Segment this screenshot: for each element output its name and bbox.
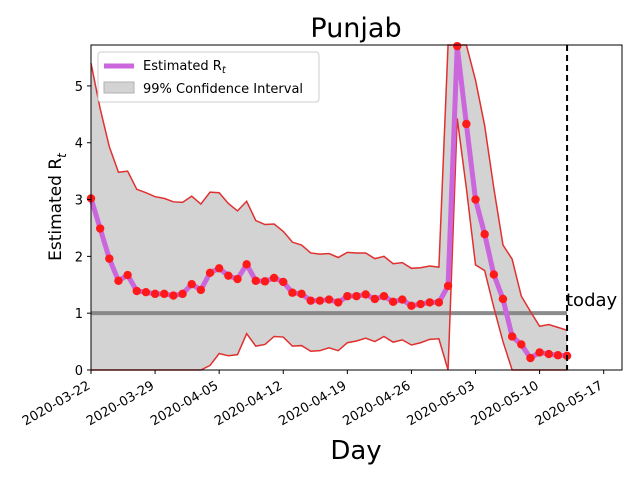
rt-point — [352, 291, 361, 301]
rt-point — [498, 294, 508, 304]
rt-point — [251, 276, 260, 285]
y-tick-label: 3 — [75, 194, 83, 209]
rt-point — [416, 299, 425, 309]
rt-point — [407, 301, 416, 310]
rt-point — [169, 291, 178, 300]
rt-point — [114, 276, 123, 285]
rt-point — [224, 271, 233, 280]
rt-point — [214, 264, 224, 273]
y-axis-label: Estimated Rt — [46, 152, 69, 261]
legend: Estimated Rt 99% Confidence Interval — [97, 51, 320, 103]
rt-point — [279, 277, 288, 287]
rt-point — [471, 195, 480, 204]
rt-point — [95, 224, 105, 233]
x-tick-label: 2020-05-03 — [405, 378, 478, 429]
legend-ci-label: 99% Confidence Interval — [143, 82, 303, 97]
rt-point — [269, 273, 279, 283]
rt-point — [105, 254, 114, 263]
rt-point — [480, 230, 489, 239]
x-tick-label: 2020-03-29 — [84, 378, 157, 429]
plot-frame — [90, 44, 623, 371]
rt-point — [535, 348, 544, 357]
rt-point — [196, 285, 206, 295]
rt-point — [379, 291, 389, 301]
y-axis-label-main: Estimated R — [46, 158, 66, 261]
rt-point — [187, 280, 196, 289]
y-tick-label: 5 — [75, 80, 83, 95]
legend-ci-swatch — [103, 81, 135, 94]
y-tick-label: 1 — [75, 307, 83, 322]
rt-point — [343, 291, 352, 301]
rt-point — [398, 295, 407, 304]
rt-point — [517, 340, 526, 349]
rt-point — [160, 289, 169, 299]
x-tick-label: 2020-04-26 — [340, 378, 413, 429]
legend-rt-label: Estimated Rt — [143, 59, 227, 76]
rt-point — [388, 297, 398, 307]
legend-rt-label-main: Estimated R — [143, 59, 222, 74]
rt-point — [297, 289, 306, 299]
rt-point — [489, 270, 499, 279]
x-tick-label: 2020-04-19 — [276, 378, 349, 429]
rt-point — [178, 289, 187, 299]
rt-point — [242, 260, 251, 269]
rt-point — [361, 290, 370, 299]
rt-point — [453, 41, 462, 51]
rt-point — [306, 296, 315, 305]
rt-point — [526, 353, 535, 363]
rt-point — [507, 332, 517, 341]
rt-point — [443, 281, 453, 291]
rt-point — [544, 349, 553, 359]
y-axis-label-group: Estimated Rt — [46, 152, 69, 261]
y-tick-label: 4 — [75, 137, 83, 152]
chart-title: Punjab — [310, 13, 401, 44]
rt-point — [132, 286, 141, 296]
today-annotation: today — [566, 290, 618, 311]
plot-area — [86, 41, 572, 371]
x-tick-label: 2020-05-10 — [469, 378, 542, 429]
legend-box — [97, 51, 320, 103]
rt-point — [333, 298, 343, 307]
upper-bound-line — [90, 44, 568, 331]
rt-point — [434, 298, 444, 307]
rt-point — [553, 351, 563, 360]
rt-point — [315, 296, 325, 305]
x-tick-label: 2020-03-22 — [20, 378, 93, 429]
y-tick-label: 2 — [75, 250, 83, 265]
x-axis-label: Day — [330, 436, 381, 466]
y-axis-label-subscript: t — [55, 152, 69, 158]
x-tick-label: 2020-04-05 — [148, 378, 221, 429]
rt-point — [150, 289, 160, 299]
rt-point — [233, 274, 242, 284]
rt-point — [288, 288, 297, 297]
y-tick-label: 0 — [75, 364, 83, 379]
rt-point — [260, 277, 270, 286]
rt-point — [141, 287, 151, 297]
x-tick-label: 2020-04-12 — [212, 378, 285, 429]
legend-rt-label-subscript: t — [222, 65, 227, 76]
rt-point — [462, 119, 471, 129]
rt-point — [370, 294, 380, 304]
rt-point — [205, 268, 215, 278]
rt-point — [123, 270, 132, 280]
x-tick-label: 2020-05-17 — [533, 378, 606, 429]
rt-point — [324, 295, 334, 304]
rt-point — [425, 298, 434, 307]
